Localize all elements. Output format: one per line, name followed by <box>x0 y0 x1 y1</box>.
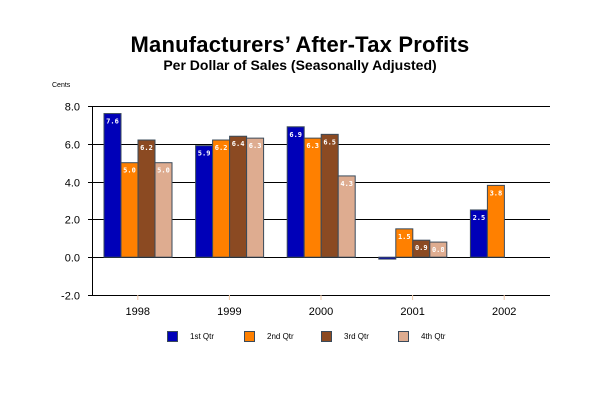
bar <box>212 139 231 258</box>
bar <box>303 137 322 258</box>
data-label: 7.6 <box>106 118 119 126</box>
data-label: 1.5 <box>398 233 411 241</box>
bar <box>337 175 356 258</box>
data-label: 6.2 <box>140 144 153 152</box>
bars <box>103 113 505 260</box>
legend-swatch <box>321 330 332 342</box>
legend-swatch <box>398 330 409 342</box>
data-label: 4.3 <box>340 180 353 188</box>
y-tick-label: 2.0 <box>65 215 80 227</box>
data-label: 0.8 <box>432 246 445 254</box>
x-tick-label: 1999 <box>217 306 241 318</box>
data-label: 6.4 <box>232 140 245 148</box>
y-tick-label: -2.0 <box>61 291 80 303</box>
bar <box>103 113 122 258</box>
bar <box>137 139 156 258</box>
data-label: 5.9 <box>198 150 211 158</box>
legend: 1st Qtr 2nd Qtr 3rd Qtr 4th Qtr <box>0 329 600 345</box>
chart-subtitle: Per Dollar of Sales (Seasonally Adjusted… <box>163 57 437 73</box>
bar <box>246 137 265 258</box>
data-label: 6.3 <box>249 142 262 150</box>
y-tick-label: 0.0 <box>65 253 80 265</box>
y-tick-label: 6.0 <box>65 140 80 152</box>
legend-swatch <box>244 330 255 342</box>
bar <box>320 133 339 258</box>
axes: 8.0 6.0 4.0 2.0 0.0 -2.0 1998 1999 2000 2001 2002 <box>61 102 516 319</box>
bar <box>154 162 173 258</box>
x-tick-label: 2002 <box>492 306 516 318</box>
legend-item: 2nd Qtr <box>244 329 294 343</box>
data-label: 6.9 <box>289 131 302 139</box>
legend-label: 4th Qtr <box>421 331 446 341</box>
data-label: 5.0 <box>123 167 136 175</box>
data-label: 3.8 <box>490 189 503 197</box>
legend-item: 3rd Qtr <box>321 329 369 343</box>
data-label: 2.5 <box>473 214 486 222</box>
bar <box>286 126 305 258</box>
bar <box>229 135 248 258</box>
bar <box>486 184 505 258</box>
x-tick-label: 2001 <box>400 306 424 318</box>
legend-item: 1st Qtr <box>167 329 214 343</box>
x-tick-label: 1998 <box>126 306 150 318</box>
data-label: 5.0 <box>157 167 170 175</box>
chart-title: Manufacturers’ After-Tax Profits <box>130 32 470 57</box>
y-axis-unit-label: Cents <box>52 82 71 89</box>
legend-label: 1st Qtr <box>190 331 215 341</box>
legend-label: 2nd Qtr <box>267 331 294 341</box>
bar <box>429 241 448 258</box>
data-label: 0.9 <box>415 244 428 252</box>
data-labels: 7.6 5.9 6.9 2.5 5.0 6.2 6.3 1.5 3.8 6.2 6.4 6.5 0.9 5… <box>106 118 502 255</box>
legend-label: 3rd Qtr <box>344 331 369 341</box>
bar <box>378 256 397 260</box>
y-tick-label: 4.0 <box>65 178 80 190</box>
data-label: 6.2 <box>215 144 228 152</box>
x-tick-label: 2000 <box>309 306 333 318</box>
bar <box>120 162 139 258</box>
bar <box>195 145 214 258</box>
y-tick-label: 8.0 <box>65 102 80 114</box>
data-label: 6.5 <box>323 138 336 146</box>
legend-swatch <box>167 330 178 342</box>
data-label: 6.3 <box>306 142 319 150</box>
legend-item: 4th Qtr <box>398 329 445 343</box>
